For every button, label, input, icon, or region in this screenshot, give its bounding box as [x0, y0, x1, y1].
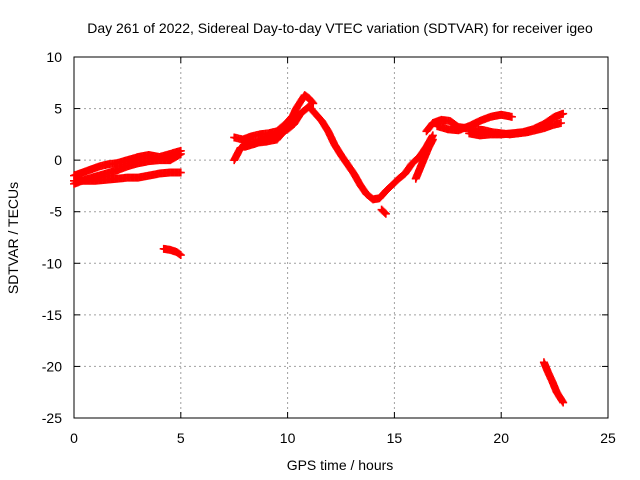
y-tick-label: -20: [42, 358, 62, 374]
y-tick-label: 5: [54, 101, 62, 117]
x-tick-label: 10: [280, 430, 296, 446]
data-point: [176, 251, 185, 260]
y-axis-label: SDTVAR / TECUs: [5, 182, 21, 294]
y-tick-label: -15: [42, 307, 62, 323]
x-tick-label: 20: [493, 430, 509, 446]
x-tick-label: 15: [387, 430, 403, 446]
y-tick-labels: -25 -20 -15 -10 -5 0 5 10: [42, 49, 62, 426]
y-tick-label: -10: [42, 255, 62, 271]
data-point: [380, 208, 389, 217]
data-point: [507, 112, 516, 121]
plot-frame: [73, 56, 609, 419]
x-tick-label: 25: [600, 430, 616, 446]
data-point: [428, 135, 437, 144]
data-point: [176, 168, 185, 177]
x-axis-label: GPS time / hours: [287, 457, 394, 473]
data-point: [176, 146, 185, 155]
grid-lines: [74, 57, 608, 418]
data-point: [308, 98, 317, 107]
data-points: [70, 91, 568, 407]
data-point: [557, 119, 566, 128]
x-tick-label: 0: [70, 430, 78, 446]
y-tick-label: 0: [54, 152, 62, 168]
y-tick-label: -25: [42, 410, 62, 426]
y-tick-label: 10: [46, 49, 62, 65]
data-point: [559, 398, 568, 407]
x-tick-labels: 0 5 10 15 20 25: [70, 430, 616, 446]
tick-marks: [73, 56, 609, 419]
data-point: [309, 99, 318, 108]
data-point: [559, 109, 568, 118]
y-tick-label: -5: [50, 204, 63, 220]
x-tick-label: 5: [177, 430, 185, 446]
data-point: [381, 209, 390, 218]
chart-title: Day 261 of 2022, Sidereal Day-to-day VTE…: [87, 20, 593, 36]
